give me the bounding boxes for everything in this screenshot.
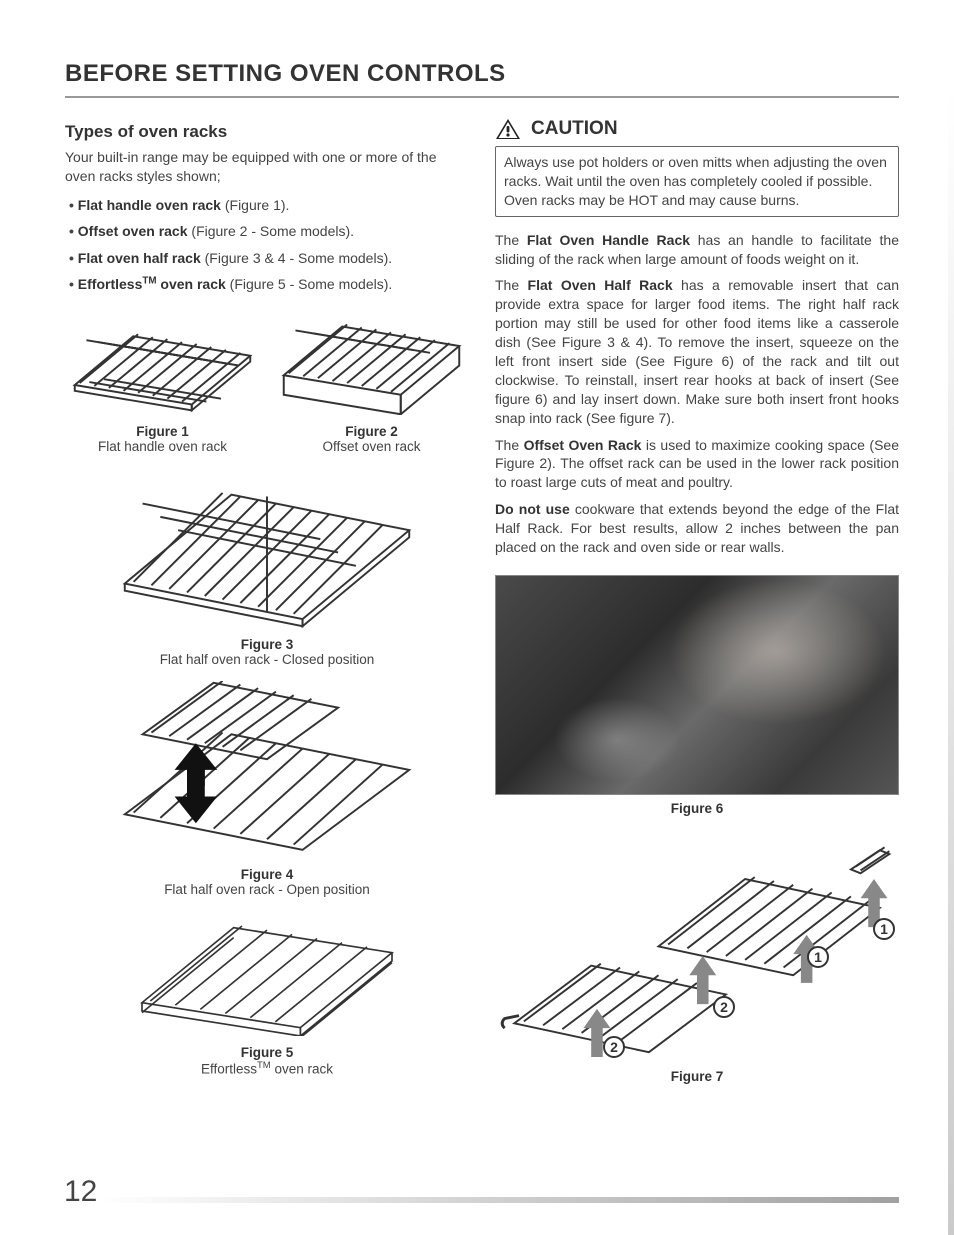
right-column: CAUTION Always use pot holders or oven m… bbox=[495, 122, 899, 1086]
section-title: BEFORE SETTING OVEN CONTROLS bbox=[65, 60, 899, 98]
subheading-types: Types of oven racks bbox=[65, 122, 469, 142]
caution-body-text: Always use pot holders or oven mitts whe… bbox=[495, 146, 899, 217]
intro-paragraph: Your built-in range may be equipped with… bbox=[65, 148, 469, 186]
list-item-bold: Effortless bbox=[78, 276, 143, 292]
paragraph-flat-handle: The Flat Oven Handle Rack has an handle … bbox=[495, 231, 899, 269]
list-item: Offset oven rack (Figure 2 - Some models… bbox=[65, 220, 469, 242]
list-item: Flat oven half rack (Figure 3 & 4 - Some… bbox=[65, 247, 469, 269]
figure-5-caption: EffortlessTM oven rack bbox=[65, 1060, 469, 1077]
list-item-rest: (Figure 3 & 4 - Some models). bbox=[201, 250, 392, 266]
callout-2a: 2 bbox=[713, 996, 735, 1018]
rack-type-list: Flat handle oven rack (Figure 1). Offset… bbox=[65, 194, 469, 296]
paragraph-offset-rack: The Offset Oven Rack is used to maximize… bbox=[495, 436, 899, 493]
figure-6-photo bbox=[495, 575, 899, 795]
figure-3-label: Figure 3 bbox=[65, 637, 469, 652]
page-content: BEFORE SETTING OVEN CONTROLS Types of ov… bbox=[0, 0, 954, 1126]
figure-7-label: Figure 7 bbox=[671, 1069, 724, 1084]
figure-6-label: Figure 6 bbox=[495, 801, 899, 816]
page-number: 12 bbox=[64, 1175, 97, 1209]
figure-row-1-2: Figure 1 Flat handle oven rack bbox=[65, 307, 469, 453]
figure-4-block: Figure 4 Flat half oven rack - Open posi… bbox=[65, 681, 469, 898]
footer-gradient-bar bbox=[100, 1197, 899, 1203]
callout-1b: 1 bbox=[807, 946, 829, 968]
figure-7-illustration bbox=[495, 826, 899, 1086]
list-item-bold: Flat handle oven rack bbox=[78, 197, 221, 213]
list-item-bold: Offset oven rack bbox=[78, 223, 188, 239]
warning-triangle-icon bbox=[495, 118, 521, 140]
callout-1a: 1 bbox=[873, 918, 895, 940]
list-item-rest: (Figure 5 - Some models). bbox=[226, 276, 393, 292]
list-item-bold: Flat oven half rack bbox=[78, 250, 201, 266]
figure-5-block: Figure 5 EffortlessTM oven rack bbox=[65, 911, 469, 1077]
figure-3-caption: Flat half oven rack - Closed position bbox=[65, 652, 469, 667]
figure-4-illustration bbox=[107, 681, 427, 859]
figure-6-block: Figure 6 bbox=[495, 575, 899, 816]
list-item-rest: (Figure 2 - Some models). bbox=[188, 223, 355, 239]
list-item-tm: TM bbox=[142, 275, 156, 286]
figure-7-block: 1 1 2 2 Figure 7 bbox=[495, 826, 899, 1086]
left-column: Types of oven racks Your built-in range … bbox=[65, 122, 469, 1086]
figure-3-block: Figure 3 Flat half oven rack - Closed po… bbox=[65, 468, 469, 667]
caution-header: CAUTION bbox=[495, 118, 899, 140]
figure-1-label: Figure 1 bbox=[65, 424, 260, 439]
figure-1-illustration bbox=[65, 307, 260, 414]
figure-4-caption: Flat half oven rack - Open position bbox=[65, 882, 469, 897]
paragraph-do-not-use: Do not use cookware that extends beyond … bbox=[495, 500, 899, 557]
figure-2-label: Figure 2 bbox=[274, 424, 469, 439]
right-edge-shadow bbox=[948, 90, 954, 1235]
list-item-bold2: oven rack bbox=[157, 276, 226, 292]
page-footer: 12 bbox=[0, 1179, 954, 1209]
list-item: EffortlessTM oven rack (Figure 5 - Some … bbox=[65, 273, 469, 295]
caution-box: CAUTION Always use pot holders or oven m… bbox=[495, 118, 899, 217]
figure-2-illustration bbox=[274, 307, 469, 414]
callout-2b: 2 bbox=[603, 1036, 625, 1058]
figure-2-caption: Offset oven rack bbox=[274, 439, 469, 454]
list-item: Flat handle oven rack (Figure 1). bbox=[65, 194, 469, 216]
two-column-layout: Types of oven racks Your built-in range … bbox=[65, 122, 899, 1086]
figure-4-label: Figure 4 bbox=[65, 867, 469, 882]
figure-3-illustration bbox=[107, 468, 427, 628]
list-item-rest: (Figure 1). bbox=[221, 197, 289, 213]
figure-2-block: Figure 2 Offset oven rack bbox=[274, 307, 469, 453]
figure-1-caption: Flat handle oven rack bbox=[65, 439, 260, 454]
figure-5-label: Figure 5 bbox=[65, 1045, 469, 1060]
figure-5-illustration bbox=[117, 911, 417, 1036]
caution-title: CAUTION bbox=[531, 118, 618, 140]
figure-1-block: Figure 1 Flat handle oven rack bbox=[65, 307, 260, 453]
paragraph-half-rack: The Flat Oven Half Rack has a removable … bbox=[495, 276, 899, 427]
